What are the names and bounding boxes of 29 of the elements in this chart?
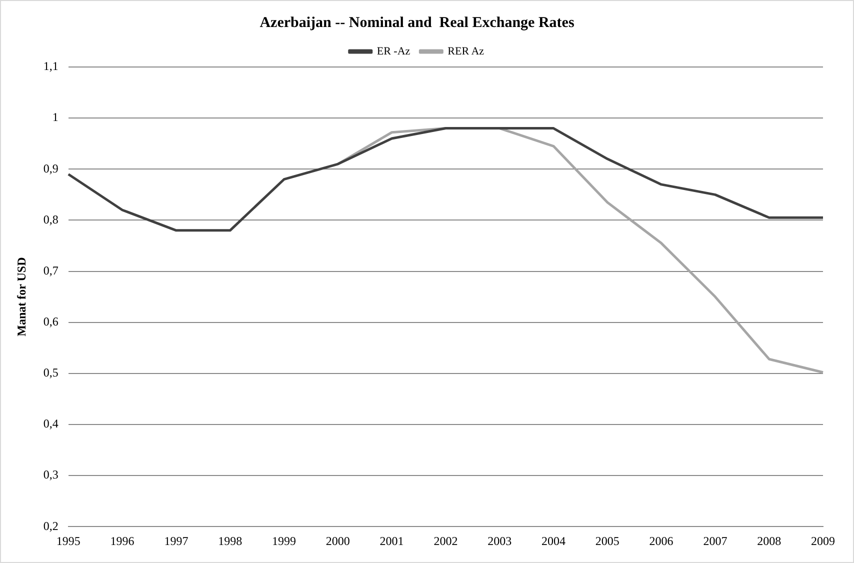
x-tick-label: 1999 — [272, 534, 296, 548]
y-tick-label: 0,8 — [43, 212, 58, 226]
legend-label: ER -Az — [376, 45, 410, 58]
x-tick-label: 1998 — [218, 534, 242, 548]
x-tick-label: 2004 — [542, 534, 566, 548]
y-tick-label: 0,7 — [43, 263, 58, 278]
x-tick-label: 2005 — [595, 534, 620, 548]
chart-title: Azerbaijan -- Nominal and Real Exchange Rates — [260, 14, 574, 31]
x-tick-label: 1995 — [56, 534, 80, 548]
y-tick-label: 1 — [52, 110, 58, 124]
legend-label: RER Az — [448, 45, 484, 58]
x-tick-label: 2008 — [757, 534, 782, 548]
x-tick-label: 1996 — [110, 534, 134, 548]
y-axis-title: Manat for USD — [14, 256, 28, 336]
y-tick-label: 0,2 — [43, 518, 58, 533]
y-tick-label: 0,5 — [43, 366, 58, 380]
x-tick-label: 2000 — [326, 534, 350, 548]
x-tick-label: 2002 — [434, 534, 458, 548]
y-tick-label: 0,9 — [43, 161, 58, 176]
x-tick-label: 2001 — [380, 534, 404, 548]
x-tick-label: 1997 — [164, 534, 188, 548]
y-tick-label: 0,4 — [43, 416, 58, 431]
x-tick-label: 2009 — [811, 534, 835, 548]
x-tick-label: 2006 — [649, 534, 674, 548]
x-tick-label: 2007 — [703, 534, 728, 548]
y-tick-label: 0,6 — [43, 314, 58, 328]
x-tick-label: 2003 — [488, 534, 512, 548]
y-tick-label: 0,3 — [43, 468, 58, 482]
y-tick-label: 1,1 — [43, 59, 58, 74]
